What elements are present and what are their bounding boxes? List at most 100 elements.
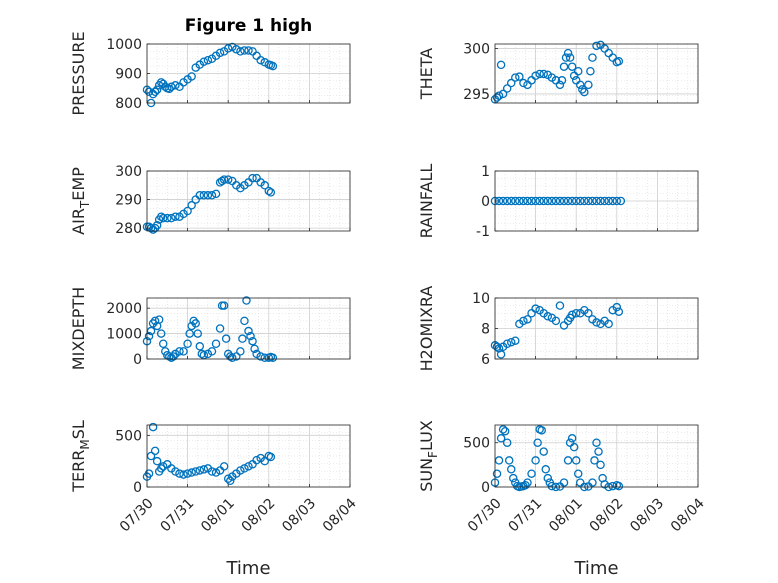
chart-4-point <box>612 196 622 206</box>
chart-1-ytick-label: 1000 <box>106 37 142 53</box>
chart-7-point <box>158 462 168 471</box>
chart-4-point <box>588 196 597 206</box>
chart-6-point <box>555 301 565 310</box>
chart-2-point <box>561 53 571 62</box>
chart-4-point <box>502 196 512 206</box>
chart-4-ytick-label: 0 <box>481 194 490 210</box>
chart-7-xlabel: Time <box>225 558 270 579</box>
chart-2-point <box>496 60 506 70</box>
chart-4-point <box>604 196 613 206</box>
chart-3-point <box>187 201 196 210</box>
chart-4-rainfall: -1 0 1 RAINFALL <box>417 164 699 240</box>
chart-7-point <box>191 467 200 476</box>
chart-2-point <box>502 84 512 93</box>
chart-2-point <box>494 91 504 100</box>
chart-8-point <box>559 478 569 487</box>
chart-4-point <box>519 196 528 206</box>
chart-6-ylabel: H2OMIXRA <box>417 286 436 372</box>
chart-8-point <box>563 456 573 465</box>
chart-4-point <box>527 196 536 206</box>
chart-7-point <box>148 422 158 432</box>
chart-7-point <box>207 467 217 476</box>
chart-8-point <box>498 425 508 434</box>
chart-1-point <box>199 57 209 66</box>
chart-3-point <box>260 181 269 190</box>
chart-5-point <box>219 301 229 310</box>
chart-8-point <box>596 460 605 470</box>
chart-7-point <box>146 451 156 461</box>
chart-7-point <box>156 464 166 473</box>
chart-5-point <box>146 326 156 336</box>
chart-4-point <box>567 196 577 206</box>
chart-5-point <box>179 347 188 356</box>
chart-8-point <box>500 426 510 436</box>
chart-8-point <box>496 434 506 443</box>
chart-7-point <box>252 455 261 465</box>
chart-5-ytick-label: 2000 <box>106 301 142 317</box>
chart-3-point <box>264 186 274 196</box>
chart-8-point <box>492 469 502 478</box>
chart-4-point <box>523 196 532 206</box>
chart-2-point <box>586 66 595 76</box>
chart-4-ytick-label: 1 <box>481 164 490 180</box>
chart-7-xtick-label: 08/01 <box>198 495 238 535</box>
chart-4-ytick-label: -1 <box>476 224 490 240</box>
chart-7-axes-frame <box>146 424 351 488</box>
chart-7-point <box>152 456 162 466</box>
chart-5-ytick-label: 1000 <box>106 327 142 343</box>
chart-5-axes-frame <box>146 297 351 360</box>
chart-7-point <box>195 466 205 475</box>
chart-1-point <box>150 87 160 97</box>
chart-2-theta: 295 300 THETA <box>417 40 699 104</box>
chart-7-point <box>240 464 249 473</box>
chart-3-point <box>217 176 227 186</box>
chart-6-point <box>592 318 601 327</box>
chart-7-point <box>223 474 233 483</box>
chart-3-point <box>211 189 221 199</box>
chart-5-point <box>232 352 241 361</box>
chart-1-point <box>232 45 241 54</box>
chart-6-ytick-label: 6 <box>481 352 490 368</box>
chart-4-point <box>584 196 593 206</box>
chart-7-point <box>211 468 221 477</box>
chart-8-point <box>537 426 546 435</box>
chart-1-point <box>240 46 249 55</box>
chart-1-point <box>167 82 176 92</box>
chart-8-point <box>588 478 597 487</box>
chart-8-point <box>502 438 512 447</box>
chart-5-point <box>238 334 247 343</box>
chart-7-point <box>219 462 229 471</box>
chart-3-point <box>248 173 257 183</box>
chart-3-point <box>171 212 180 221</box>
chart-7-point <box>150 446 160 456</box>
chart-5-point <box>183 339 192 348</box>
chart-4-point <box>555 196 565 206</box>
chart-5-point <box>225 352 235 361</box>
chart-4-point <box>571 196 581 206</box>
chart-2-point <box>539 69 548 79</box>
chart-8-point <box>614 481 624 491</box>
chart-3-ytick-label: 300 <box>115 164 142 180</box>
chart-2-point <box>506 78 516 88</box>
chart-3-point <box>219 175 229 184</box>
chart-5-point <box>158 339 168 348</box>
chart-8-point <box>571 456 581 465</box>
chart-7-point <box>144 469 154 478</box>
chart-5-point <box>185 329 194 338</box>
chart-1-point <box>165 84 174 94</box>
chart-7-point <box>179 470 188 479</box>
chart-8-xtick-label: 07/31 <box>506 495 546 535</box>
chart-5-ytick-label: 0 <box>133 352 142 368</box>
chart-4-point <box>539 196 548 206</box>
chart-6-point <box>567 310 577 320</box>
chart-7-point <box>260 456 269 466</box>
chart-6-point <box>531 304 540 313</box>
chart-8-xlabel: Time <box>573 558 618 579</box>
chart-5-point <box>193 329 202 338</box>
chart-5-point <box>221 334 231 343</box>
chart-1-point <box>244 46 253 55</box>
chart-6-ytick-label: 10 <box>472 291 490 307</box>
chart-2-ylabel: THETA <box>417 48 436 100</box>
chart-2-point <box>535 69 544 79</box>
